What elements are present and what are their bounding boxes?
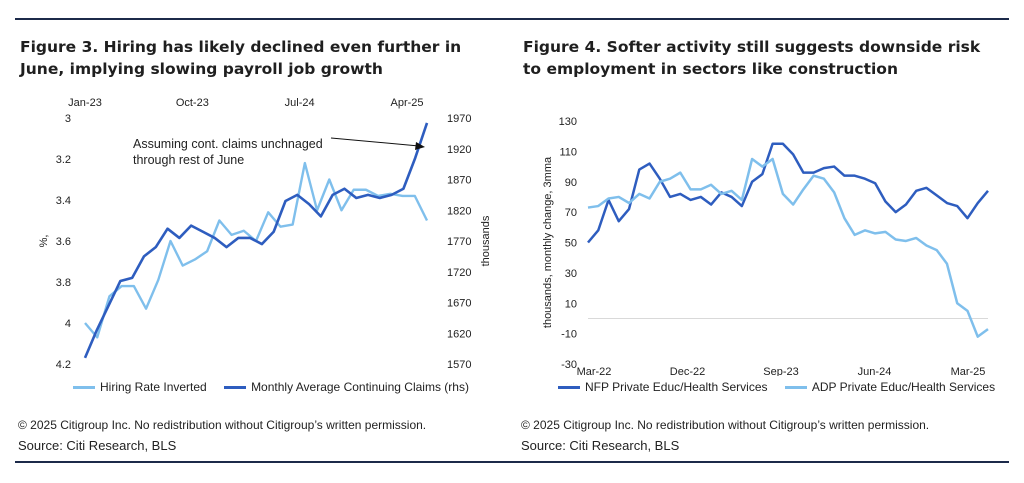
y2-axis-label: thousands	[480, 215, 492, 266]
figure-4-panel: Figure 4. Softer activity still suggests…	[518, 20, 1008, 460]
series-line-nfp	[587, 142, 989, 244]
y-tick-label: -30	[561, 359, 577, 371]
annotation-text-line-1: Assuming cont. claims unchnaged	[133, 137, 323, 151]
figure-3-legend: Hiring Rate Inverted Monthly Average Con…	[73, 380, 483, 394]
y-tick-label: 130	[559, 116, 577, 128]
copyright-note-left: © 2025 Citigroup Inc. No redistribution …	[18, 418, 427, 432]
x-tick-label: Apr-25	[390, 97, 423, 109]
y-tick-label: 70	[565, 207, 577, 219]
legend-swatch-adp	[784, 386, 807, 390]
y2-tick-label: 1870	[447, 175, 471, 187]
series-line-adp	[587, 157, 989, 338]
source-note-right: Source: Citi Research, BLS	[521, 438, 680, 453]
annotation-text-line-2: through rest of June	[133, 153, 244, 167]
legend-item-adp: ADP Private Educ/Health Services	[784, 380, 996, 394]
x-tick-label: Jun-24	[858, 366, 892, 376]
annotation-arrow-line	[330, 137, 420, 147]
legend-swatch-continuing-claims	[224, 386, 247, 390]
y-tick-label: 3	[65, 113, 71, 125]
y-tick-label: 3.8	[56, 277, 71, 289]
legend-item-continuing-claims: Monthly Average Continuing Claims (rhs)	[224, 380, 469, 394]
y-tick-label: 110	[559, 146, 577, 158]
y-tick-label: 30	[565, 268, 577, 280]
series-line-hiring-rate	[84, 161, 429, 339]
x-tick-label: Mar-25	[951, 366, 986, 376]
y2-tick-label: 1620	[447, 328, 471, 340]
y-axis-label: thousands, monthly change, 3mma	[542, 156, 554, 328]
figure-4-title: Figure 4. Softer activity still suggests…	[523, 38, 981, 78]
y2-tick-label: 1770	[447, 236, 471, 248]
top-rule	[15, 18, 1009, 20]
x-tick-label: Mar-22	[577, 366, 612, 376]
figure-3-chart: Jan-23 Oct-23 Jul-24 Apr-25 3 3.2 3.4 3.6 3.8 4 4.…	[38, 97, 492, 371]
y2-tick-label: 1970	[447, 113, 471, 125]
y-tick-label: 3.2	[56, 154, 71, 166]
legend-label-adp: ADP Private Educ/Health Services	[811, 380, 996, 394]
figure-3-panel: Figure 3. Hiring has likely declined eve…	[15, 20, 505, 460]
y-tick-label: 10	[565, 298, 577, 310]
x-tick-label: Jul-24	[285, 97, 315, 109]
y-tick-label: -10	[561, 329, 577, 341]
y-tick-label: 3.4	[56, 195, 71, 207]
series-line-continuing-claims	[83, 122, 429, 359]
annotation-arrow-head	[415, 142, 425, 150]
y-tick-label: 3.6	[56, 236, 71, 248]
x-tick-label: Dec-22	[670, 366, 705, 376]
legend-label-nfp: NFP Private Educ/Health Services	[585, 380, 768, 394]
y-tick-label: 50	[565, 238, 577, 250]
legend-label-hiring-rate: Hiring Rate Inverted	[100, 380, 207, 394]
legend-swatch-hiring-rate	[73, 386, 95, 390]
x-tick-label: Sep-23	[763, 366, 798, 376]
x-tick-label: Oct-23	[176, 97, 209, 109]
y2-tick-label: 1570	[447, 359, 471, 371]
bottom-rule	[15, 461, 1009, 463]
y-tick-label: 4.2	[56, 359, 71, 371]
y-tick-label: 90	[565, 177, 577, 189]
y2-tick-label: 1720	[447, 267, 471, 279]
y-tick-label: 4	[65, 318, 71, 330]
figure-4-legend: NFP Private Educ/Health Services ADP Pri…	[558, 380, 1009, 394]
y2-tick-label: 1820	[447, 205, 471, 217]
legend-label-continuing-claims: Monthly Average Continuing Claims (rhs)	[251, 380, 469, 394]
legend-swatch-nfp	[558, 386, 580, 390]
legend-item-nfp: NFP Private Educ/Health Services	[558, 380, 768, 394]
figure-3-title: Figure 3. Hiring has likely declined eve…	[20, 38, 462, 78]
legend-item-hiring-rate: Hiring Rate Inverted	[73, 380, 207, 394]
source-note-left: Source: Citi Research, BLS	[18, 438, 177, 453]
y2-tick-label: 1920	[447, 144, 471, 156]
x-tick-label: Jan-23	[68, 97, 102, 109]
copyright-note-right: © 2025 Citigroup Inc. No redistribution …	[521, 418, 930, 432]
y-axis-label: %,	[38, 235, 50, 248]
y2-tick-label: 1670	[447, 298, 471, 310]
